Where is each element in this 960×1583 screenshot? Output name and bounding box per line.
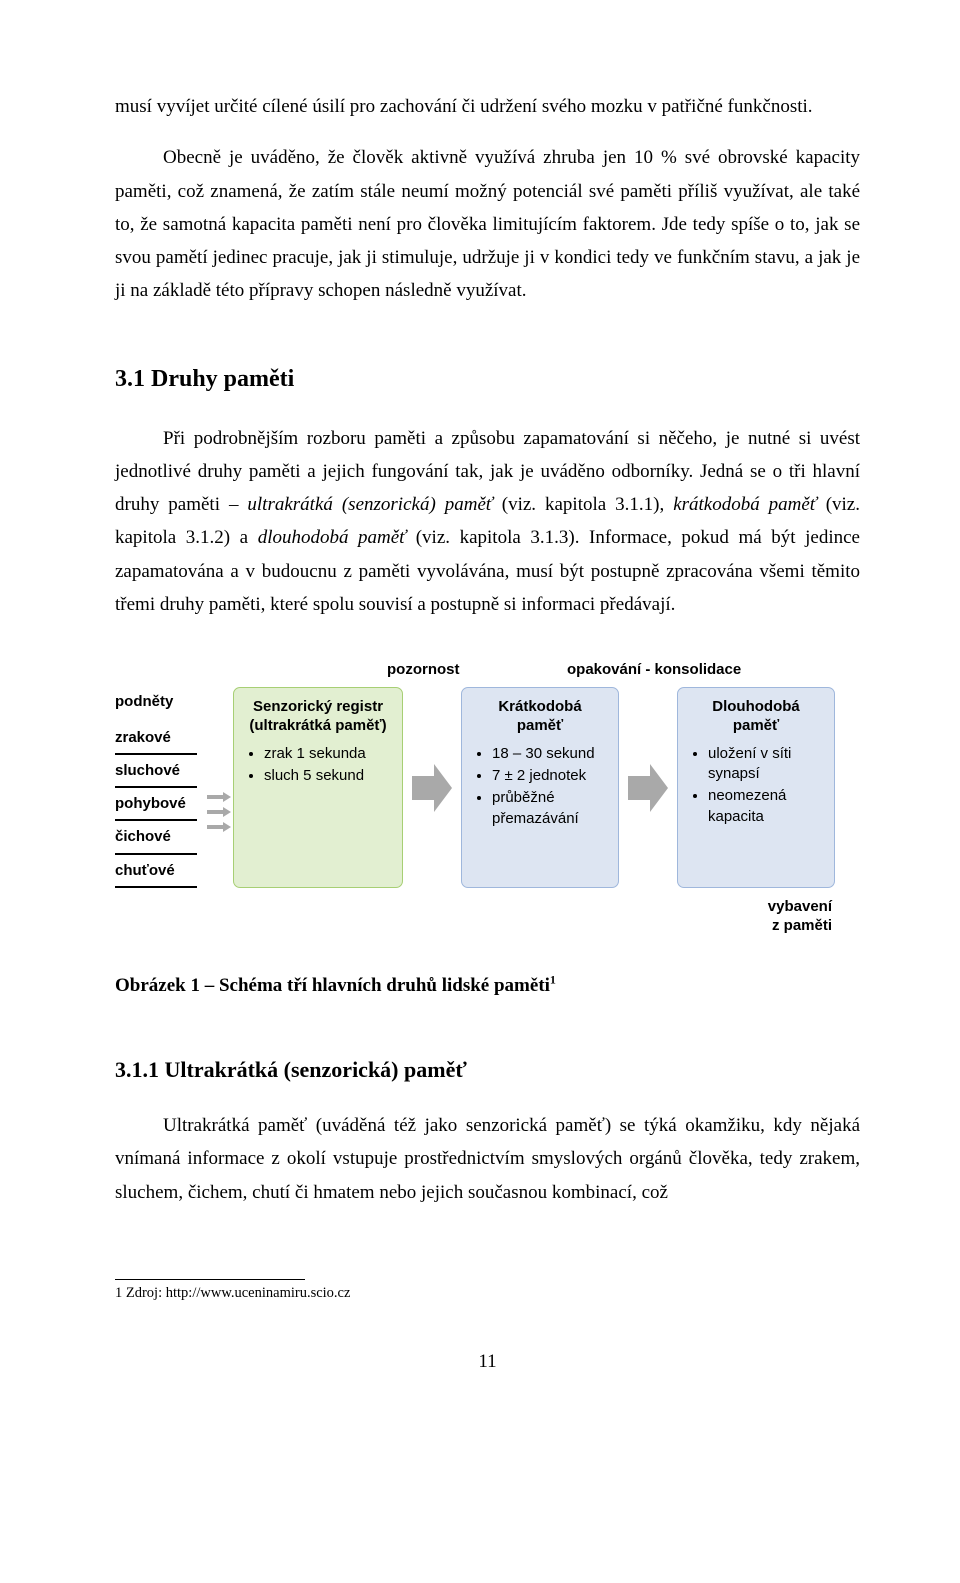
diagram-top-label: opakování - konsolidace — [567, 657, 625, 683]
arrow-icon — [403, 687, 461, 888]
card-bullet: sluch 5 sekund — [264, 766, 390, 786]
stimulus-item: sluchové — [115, 755, 197, 788]
card-bullet: neomezená kapacita — [708, 786, 822, 827]
paragraph: Obecně je uváděno, že člověk aktivně vyu… — [115, 141, 860, 307]
footnote-rule — [115, 1279, 305, 1280]
figure-caption: Obrázek 1 – Schéma tří hlavních druhů li… — [115, 969, 860, 1002]
paragraph: musí vyvíjet určité cílené úsilí pro zac… — [115, 90, 860, 123]
italic-term: krátkodobá paměť — [673, 494, 817, 515]
paragraph: Při podrobnějším rozboru paměti a způsob… — [115, 422, 860, 622]
memory-diagram: pozornost opakování - konsolidace podněty z… — [115, 657, 860, 935]
arrow-icon — [207, 687, 233, 888]
caption-text: Obrázek 1 – Schéma tří hlavních druhů li… — [115, 975, 550, 996]
italic-term: ultrakrátká (senzorická) paměť — [247, 494, 492, 515]
footnote: 1 Zdroj: http://www.uceninamiru.scio.cz — [115, 1284, 860, 1303]
stimulus-item: zrakové — [115, 722, 197, 755]
caption-footnote-ref: 1 — [550, 973, 556, 987]
memory-card: Senzorický registr (ultrakrátká paměť) zr… — [233, 687, 403, 888]
page-number: 11 — [115, 1345, 860, 1378]
stimuli-title: podněty — [115, 689, 207, 715]
diagram-bottom-label: vybaveníz paměti — [115, 898, 860, 936]
diagram-top-label: pozornost — [387, 657, 445, 683]
heading-3: 3.1.1 Ultrakrátká (senzorická) paměť — [115, 1051, 860, 1090]
card-title: Krátkodobá paměť — [474, 698, 606, 736]
memory-card: Krátkodobá paměť 18 – 30 sekund7 ± 2 jedn… — [461, 687, 619, 888]
card-bullet: zrak 1 sekunda — [264, 744, 390, 764]
stimulus-item: chuťové — [115, 855, 197, 888]
stimulus-item: pohybové — [115, 788, 197, 821]
card-bullet: uložení v síti synapsí — [708, 744, 822, 785]
paragraph: Ultrakrátká paměť (uváděná též jako senz… — [115, 1109, 860, 1209]
memory-card: Dlouhodobá paměť uložení v síti synapsíne… — [677, 687, 835, 888]
stimuli-list: podněty zrakovésluchovépohybovéčichovéchu… — [115, 687, 207, 888]
card-bullet: 7 ± 2 jednotek — [492, 766, 606, 786]
card-bullet: průběžné přemazávání — [492, 788, 606, 829]
arrow-icon — [619, 687, 677, 888]
card-bullet: 18 – 30 sekund — [492, 744, 606, 764]
stimulus-item: čichové — [115, 821, 197, 854]
card-title: Dlouhodobá paměť — [690, 698, 822, 736]
heading-2: 3.1 Druhy paměti — [115, 358, 860, 400]
text: (viz. kapitola 3.1.1), — [493, 494, 673, 515]
card-title: Senzorický registr (ultrakrátká paměť) — [246, 698, 390, 736]
italic-term: dlouhodobá paměť — [258, 527, 406, 548]
